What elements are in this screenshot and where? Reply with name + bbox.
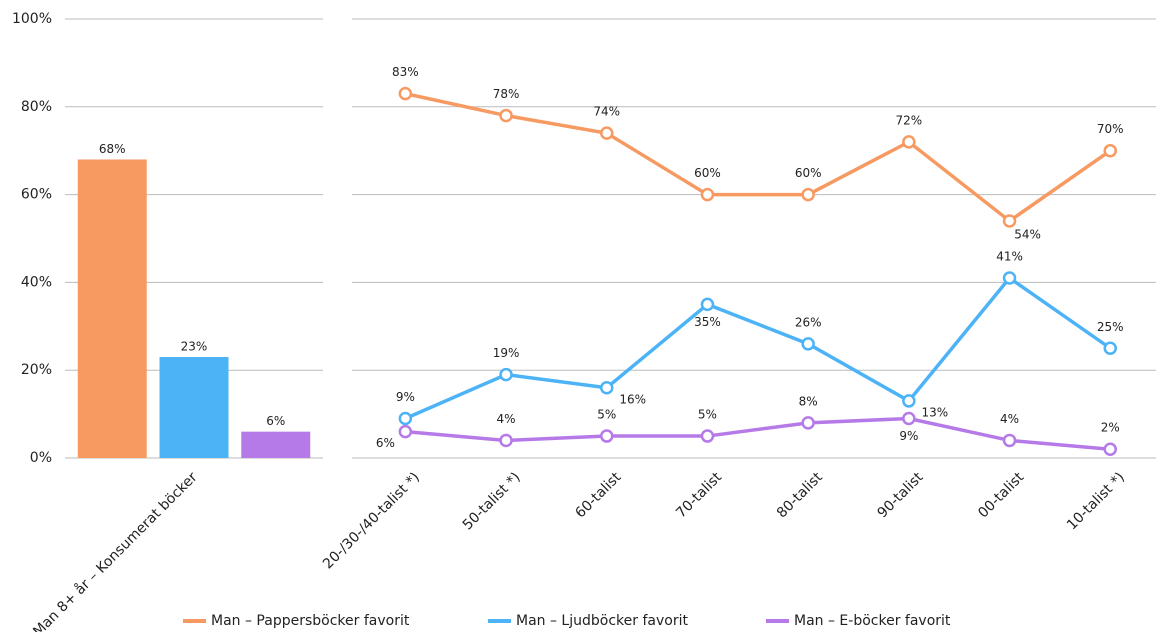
y-tick-label: 60% — [21, 187, 52, 203]
data-label: 6% — [376, 436, 395, 450]
data-label: 23% — [181, 340, 208, 354]
data-label: 9% — [899, 429, 918, 443]
y-tick-label: 40% — [21, 274, 52, 290]
data-label: 8% — [799, 394, 818, 408]
point — [600, 381, 614, 395]
point — [801, 337, 815, 351]
y-tick-label: 0% — [30, 450, 52, 466]
data-label: 9% — [396, 390, 415, 404]
bar — [159, 357, 229, 458]
point — [398, 424, 413, 439]
legend-label: Man – Ljudböcker favorit — [516, 613, 688, 629]
point — [902, 394, 916, 408]
x-tick-label: 50-talist *) — [460, 469, 524, 533]
line — [404, 275, 1112, 421]
data-label: 78% — [493, 87, 520, 101]
x-tick-label: 60-talist — [572, 469, 624, 521]
data-label: 19% — [493, 346, 520, 360]
point — [398, 411, 413, 426]
point — [1002, 214, 1017, 228]
x-tick-label: 20-/30-/40-talist *) — [320, 469, 423, 572]
point — [902, 411, 916, 426]
point — [499, 108, 513, 123]
data-label: 2% — [1101, 421, 1120, 435]
point — [801, 187, 815, 202]
x-tick-label: 70-talist — [673, 469, 725, 521]
point — [1103, 341, 1117, 355]
data-label: 16% — [619, 392, 646, 406]
data-label: 72% — [896, 113, 923, 127]
data-label: 35% — [694, 315, 721, 329]
data-label: 26% — [795, 315, 822, 329]
line — [405, 416, 1111, 451]
legend-label: Man – Pappersböcker favorit — [211, 613, 410, 629]
point — [398, 86, 413, 101]
data-label: 74% — [593, 105, 620, 119]
point — [1103, 442, 1117, 456]
point — [499, 433, 513, 448]
data-label: 5% — [597, 408, 616, 422]
x-tick-label: Man 8+ år – Konsumerat böcker — [30, 468, 201, 632]
data-label: 13% — [922, 405, 949, 419]
data-label: 4% — [497, 412, 516, 426]
point — [1002, 271, 1017, 285]
point — [700, 429, 715, 443]
x-tick-label: 10-talist *) — [1064, 469, 1128, 533]
data-label: 54% — [1014, 227, 1041, 241]
point — [700, 297, 715, 312]
point — [600, 126, 614, 140]
line — [404, 91, 1112, 224]
legend-label: Man – E-böcker favorit — [794, 613, 951, 629]
data-label: 41% — [996, 250, 1023, 264]
bar — [77, 159, 147, 459]
bar — [241, 431, 311, 458]
point — [1103, 143, 1117, 158]
data-label: 60% — [795, 166, 822, 180]
point — [1002, 433, 1017, 448]
y-tick-label: 80% — [21, 99, 52, 115]
y-tick-label: 100% — [12, 11, 52, 27]
point — [902, 135, 916, 149]
point — [600, 429, 614, 443]
data-label: 83% — [392, 65, 419, 79]
data-label: 6% — [266, 414, 285, 428]
point — [499, 367, 513, 382]
data-label: 68% — [99, 142, 126, 156]
data-label: 4% — [1000, 412, 1019, 426]
x-tick-label: 90-talist — [875, 469, 927, 521]
data-label: 5% — [698, 408, 717, 422]
data-label: 25% — [1097, 320, 1124, 334]
x-tick-label: 80-talist — [774, 469, 826, 521]
data-label: 60% — [694, 166, 721, 180]
point — [801, 416, 815, 430]
point — [700, 187, 715, 202]
y-tick-label: 20% — [21, 362, 52, 378]
x-tick-label: 00-talist — [975, 469, 1027, 521]
data-label: 70% — [1097, 122, 1124, 136]
